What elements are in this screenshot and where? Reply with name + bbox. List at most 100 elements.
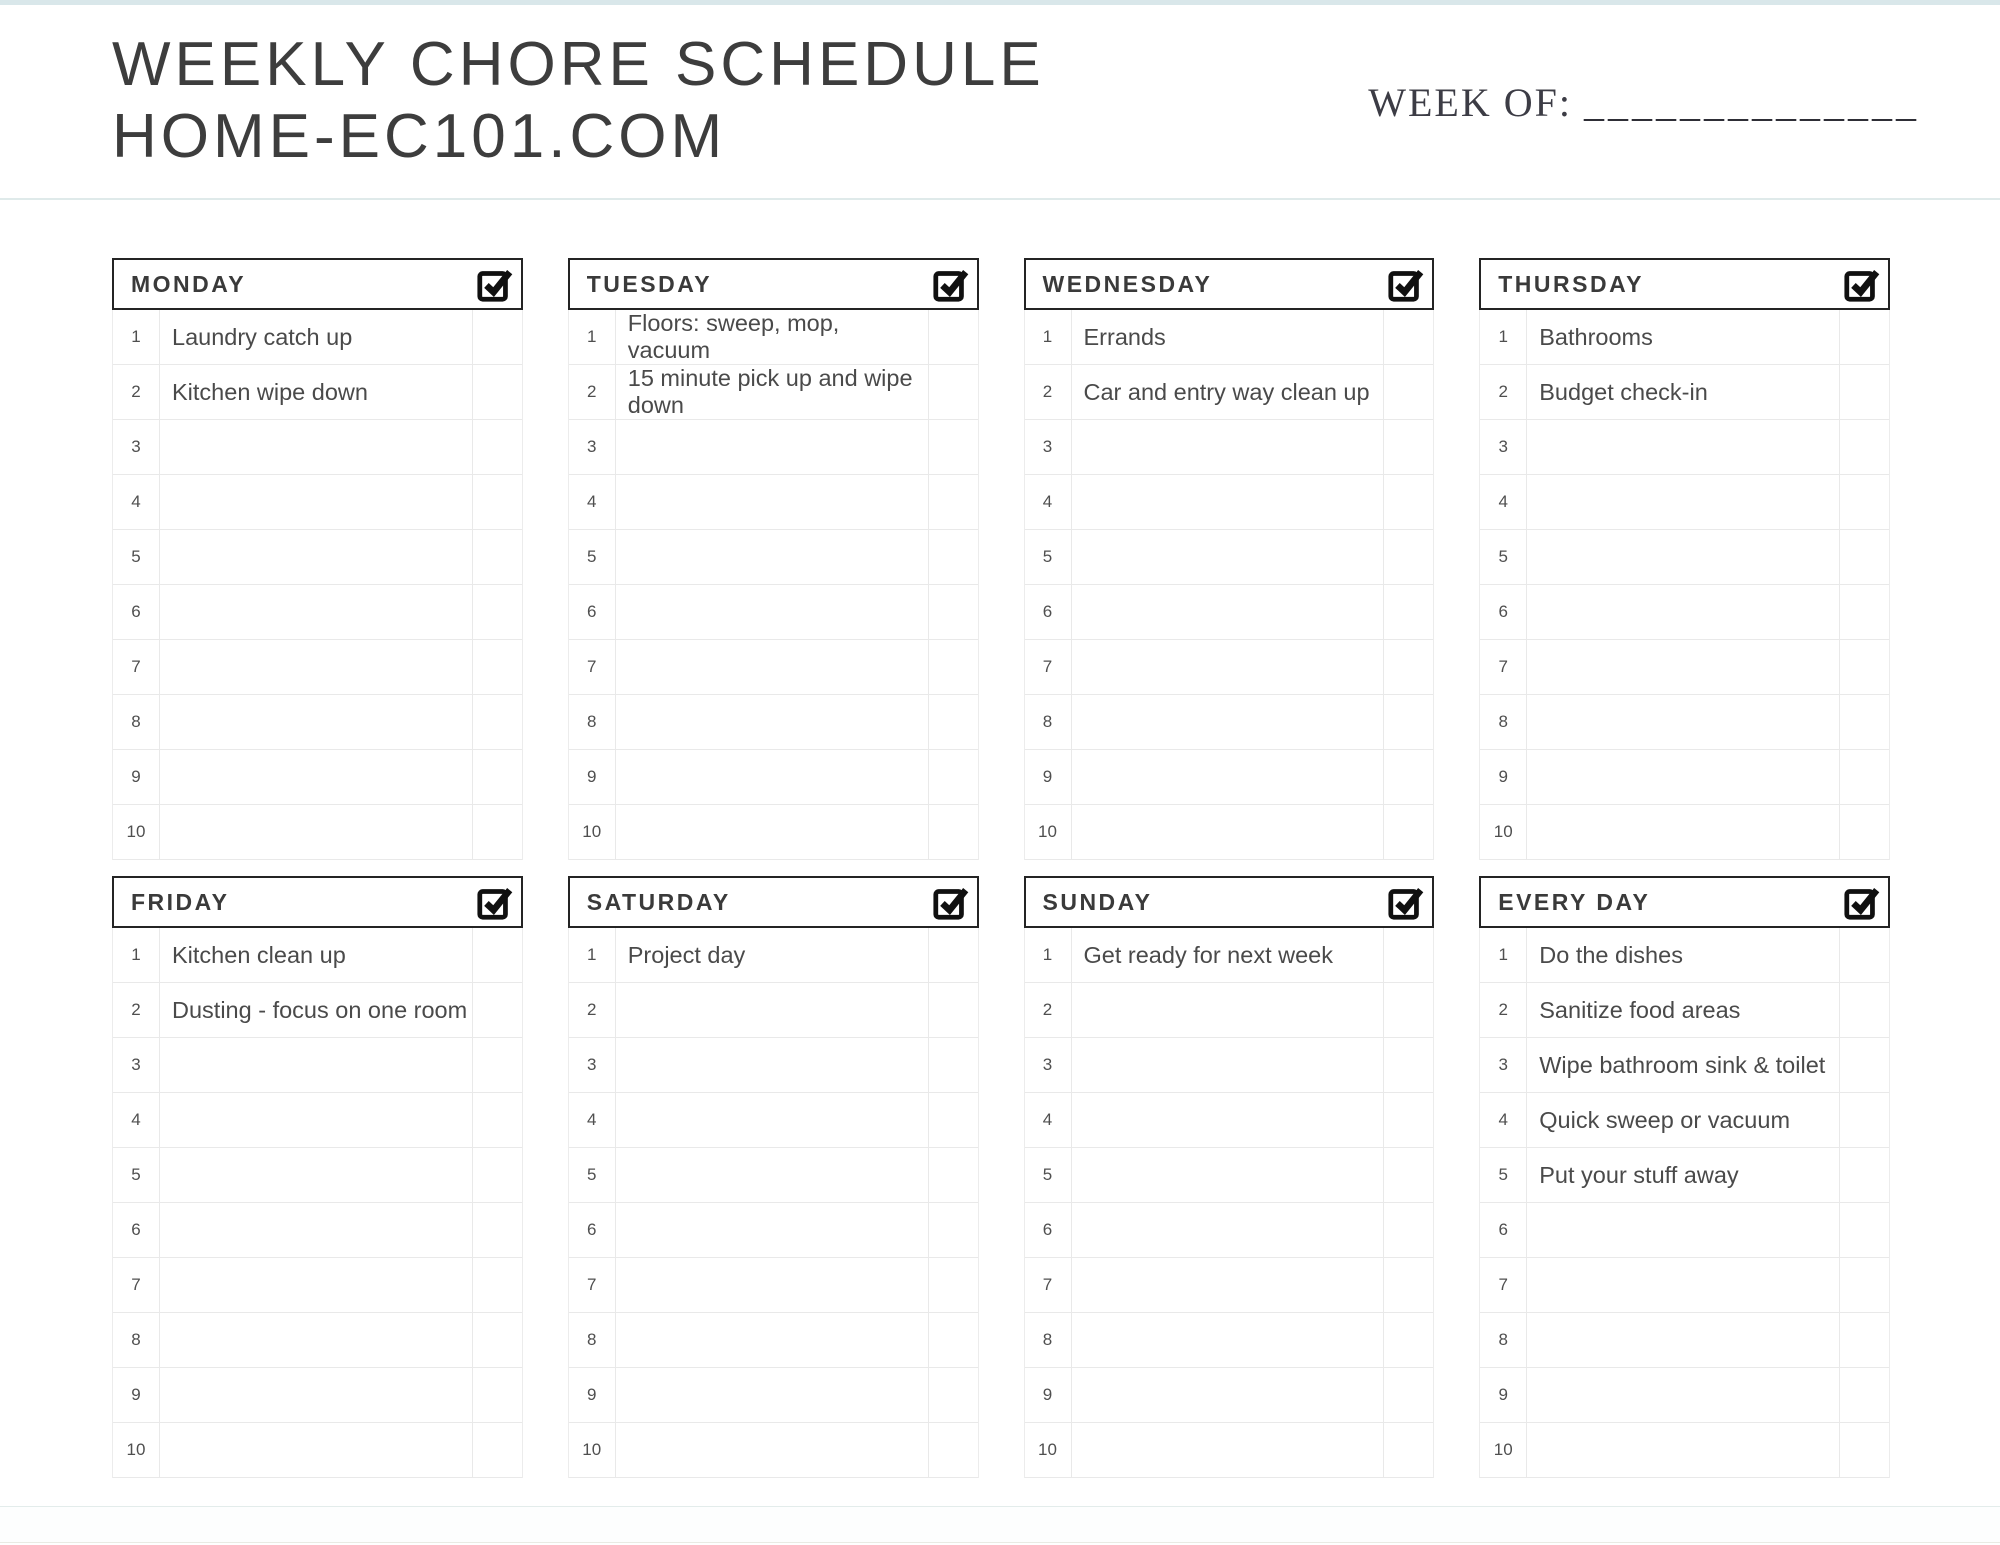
task-text: Kitchen wipe down — [172, 378, 368, 405]
task-row: 4 — [1024, 1093, 1434, 1148]
task-text — [160, 1038, 472, 1092]
check-cell — [1839, 420, 1889, 474]
task-table: 1 Do the dishes 2 Sanitize food areas 3 Wipe … — [1479, 928, 1890, 1478]
day-label: MONDAY — [131, 270, 247, 297]
task-row: 3 Wipe bathroom sink & toilet — [1480, 1038, 1889, 1093]
row-number: 2 — [1480, 983, 1528, 1037]
check-cell — [927, 1093, 978, 1147]
task-row: 4 — [113, 1093, 522, 1148]
task-row: 4 — [568, 475, 978, 530]
task-row: 2 Kitchen wipe down — [113, 365, 522, 420]
row-number: 4 — [1480, 1093, 1528, 1147]
check-cell — [927, 1368, 978, 1422]
checked-checkbox-icon — [1844, 270, 1880, 302]
task-text — [1527, 530, 1839, 584]
day-label: SATURDAY — [586, 888, 731, 915]
page-title-line1: WEEKLY CHORE SCHEDULE — [112, 30, 1045, 99]
check-cell — [471, 750, 522, 804]
checked-checkbox-icon — [477, 270, 513, 302]
check-cell — [1383, 365, 1433, 419]
task-row: 3 — [113, 420, 522, 475]
day-card-header: MONDAY — [112, 258, 523, 310]
page-title: WEEKLY CHORE SCHEDULE HOME-EC101.COM — [112, 29, 1368, 173]
page-title-line2: HOME-EC101.COM — [112, 101, 727, 171]
row-number: 3 — [1025, 420, 1072, 474]
task-text: Do the dishes — [1539, 941, 1683, 968]
row-number: 6 — [113, 585, 160, 639]
task-text — [1527, 1423, 1839, 1477]
check-cell — [1383, 640, 1433, 694]
task-text — [1072, 1368, 1384, 1422]
day-card: SUNDAY 1 Get ready for next week 2 3 4 5 6 7 8 9 1… — [1023, 876, 1435, 1478]
check-cell — [1383, 1038, 1433, 1092]
checked-checkbox-icon — [477, 888, 513, 920]
check-cell — [471, 695, 522, 749]
row-number: 2 — [1025, 983, 1072, 1037]
check-cell — [927, 1313, 978, 1367]
task-text — [616, 695, 928, 749]
check-cell — [1383, 1368, 1433, 1422]
task-row: 8 — [113, 695, 522, 750]
check-cell — [1839, 585, 1889, 639]
task-row: 3 — [568, 1038, 978, 1093]
task-table: 1 Laundry catch up 2 Kitchen wipe down 3 4 5 6 7… — [112, 310, 523, 860]
task-row: 6 — [1480, 585, 1889, 640]
task-text — [160, 805, 472, 859]
row-number: 2 — [1025, 365, 1072, 419]
row-number: 9 — [113, 1368, 160, 1422]
task-text — [1527, 475, 1839, 529]
check-cell — [927, 530, 978, 584]
row-number: 4 — [113, 475, 160, 529]
day-label: SUNDAY — [1042, 888, 1153, 915]
task-row: 10 — [1024, 1423, 1434, 1478]
check-cell — [927, 585, 978, 639]
check-cell — [1383, 983, 1433, 1037]
row-number: 4 — [569, 475, 616, 529]
task-text — [1527, 585, 1839, 639]
task-row: 3 — [1480, 420, 1889, 475]
task-row: 9 — [568, 750, 978, 805]
check-cell — [1383, 1203, 1433, 1257]
check-cell — [927, 1423, 978, 1477]
task-row: 9 — [568, 1368, 978, 1423]
row-number: 6 — [1025, 585, 1072, 639]
row-number: 3 — [569, 1038, 616, 1092]
task-row: 7 — [568, 640, 978, 695]
row-number: 3 — [1480, 420, 1528, 474]
task-row: 1 Errands — [1024, 310, 1434, 365]
day-label: FRIDAY — [131, 888, 230, 915]
page-header: WEEKLY CHORE SCHEDULE HOME-EC101.COM WEE… — [0, 5, 2000, 200]
task-row: 9 — [1024, 1368, 1434, 1423]
footer-band — [0, 1506, 2000, 1543]
task-text — [616, 1368, 928, 1422]
task-row: 2 15 minute pick up and wipe down — [568, 365, 978, 420]
row-number: 7 — [1025, 640, 1072, 694]
check-cell — [1839, 1093, 1889, 1147]
task-row: 2 — [1024, 983, 1434, 1038]
row-number: 5 — [1480, 1148, 1528, 1202]
check-cell — [1383, 928, 1433, 982]
task-row: 7 — [1480, 1258, 1889, 1313]
row-number: 1 — [113, 310, 160, 364]
task-text — [616, 530, 928, 584]
day-card: FRIDAY 1 Kitchen clean up 2 Dusting - focus… — [112, 876, 523, 1478]
task-text — [1072, 695, 1384, 749]
row-number: 10 — [569, 805, 616, 859]
task-table: 1 Project day 2 3 4 5 6 7 8 9 10 — [567, 928, 979, 1478]
task-text: Wipe bathroom sink & toilet — [1539, 1051, 1826, 1078]
row-number: 4 — [1025, 1093, 1072, 1147]
row-number: 7 — [569, 640, 616, 694]
task-row: 6 — [568, 1203, 978, 1258]
task-text — [1527, 420, 1839, 474]
check-cell — [471, 475, 522, 529]
row-number: 1 — [1480, 310, 1528, 364]
check-cell — [471, 585, 522, 639]
row-number: 7 — [569, 1258, 616, 1312]
row-number: 8 — [1480, 1313, 1528, 1367]
task-row: 1 Floors: sweep, mop, vacuum — [568, 310, 978, 365]
check-cell — [1839, 365, 1889, 419]
row-number: 9 — [1480, 1368, 1528, 1422]
task-row: 3 — [113, 1038, 522, 1093]
task-row: 3 — [1024, 420, 1434, 475]
task-text — [616, 1148, 928, 1202]
